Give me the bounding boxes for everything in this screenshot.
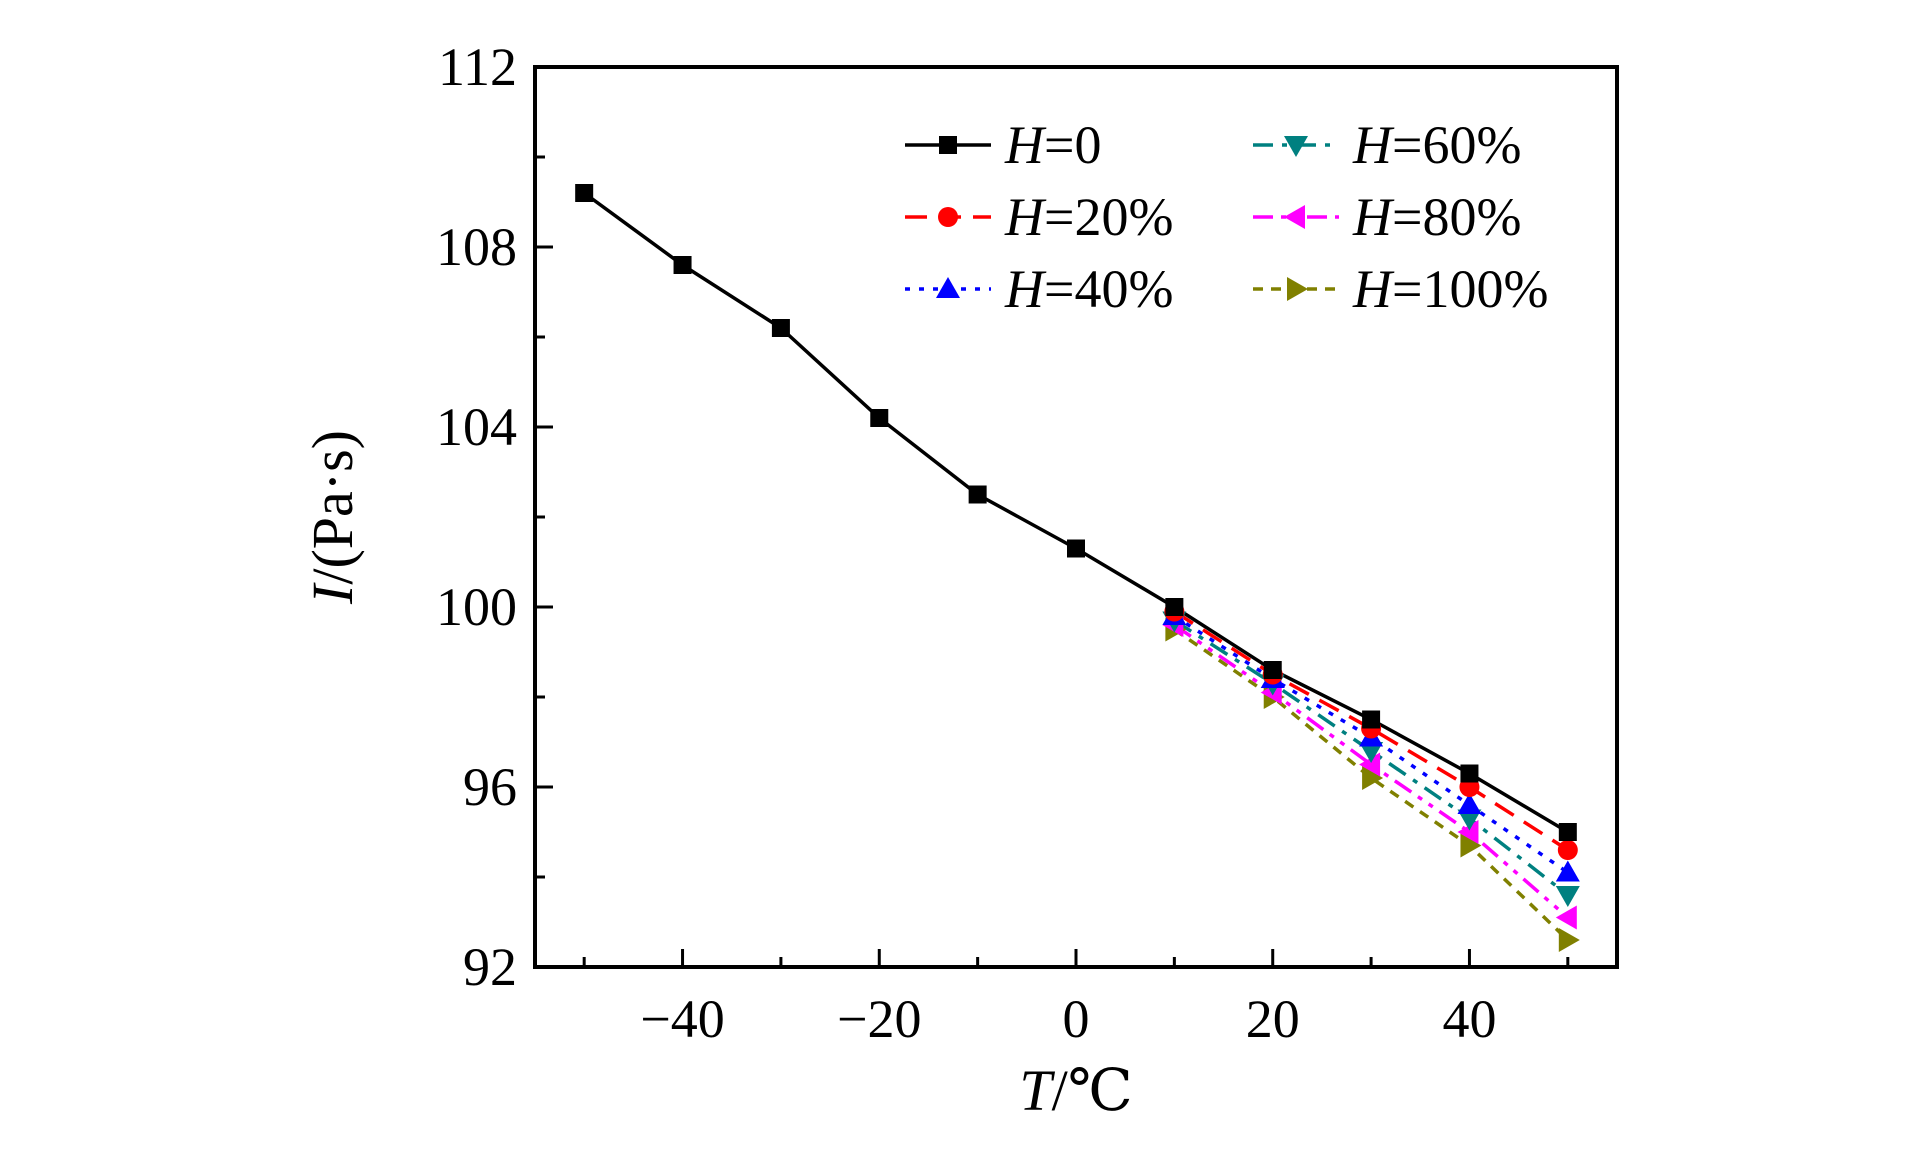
x-tick-label: 0 — [1063, 989, 1090, 1049]
data-point-series-0 — [575, 184, 594, 202]
legend-marker — [1284, 136, 1308, 157]
data-point-series-2 — [1457, 793, 1482, 814]
x-tick-label: −40 — [640, 989, 724, 1049]
data-point-series-0 — [1362, 710, 1381, 729]
data-point-series-5 — [1460, 833, 1482, 858]
y-tick-label: 104 — [436, 397, 517, 457]
legend-item: H=100% — [1253, 259, 1548, 319]
y-tick-label: 112 — [438, 37, 517, 97]
legend-label: H=20% — [1004, 187, 1173, 247]
legend-item: H=60% — [1253, 115, 1521, 175]
data-point-series-0 — [968, 485, 987, 504]
data-point-series-0 — [673, 256, 692, 274]
legend-label-value: =40% — [1044, 259, 1173, 319]
y-axis-title-unit: /(Pa·s) — [300, 430, 365, 585]
series-markers — [575, 184, 1580, 952]
y-tick-label: 108 — [436, 217, 517, 277]
legend-label-variable: H — [1352, 259, 1395, 319]
legend-label: H=100% — [1352, 259, 1548, 319]
data-point-series-4 — [1555, 905, 1577, 930]
y-axis-title-variable: I — [300, 582, 365, 605]
legend-marker — [939, 136, 957, 154]
legend-label: H=80% — [1352, 187, 1521, 247]
series-line-3 — [1173, 619, 1569, 897]
legend-label-value: =80% — [1392, 187, 1521, 247]
data-point-series-3 — [1359, 742, 1384, 763]
x-axis-title-unit: /℃ — [1052, 1058, 1133, 1123]
legend-label-value: =20% — [1044, 187, 1173, 247]
legend-label-value: =100% — [1392, 259, 1548, 319]
legend-item: H=80% — [1253, 187, 1521, 247]
legend-label-value: =0 — [1044, 115, 1101, 175]
legend-label-variable: H — [1004, 259, 1047, 319]
legend-item: H=20% — [905, 187, 1173, 247]
data-point-series-0 — [1558, 823, 1577, 841]
legend-label-variable: H — [1004, 187, 1047, 247]
legend-label-variable: H — [1352, 115, 1395, 175]
x-tick-label: −20 — [837, 989, 921, 1049]
x-axis-title-variable: T — [1019, 1058, 1055, 1123]
y-axis: 92 96 100 104 108 112 — [436, 37, 553, 997]
data-point-series-0 — [1067, 539, 1085, 558]
legend-label: H=0 — [1004, 115, 1101, 175]
data-point-series-5 — [1362, 766, 1384, 790]
plot-area: 92 96 100 104 108 112 −40 −20 0 20 40 — [436, 37, 1619, 1049]
legend-label-variable: H — [1352, 187, 1395, 247]
legend-label-variable: H — [1004, 115, 1047, 175]
legend-marker — [1284, 205, 1305, 229]
legend-label: H=60% — [1352, 115, 1521, 175]
x-tick-label: 40 — [1442, 989, 1496, 1049]
legend: H=0H=20%H=40%H=60%H=80%H=100% — [905, 115, 1548, 319]
legend-marker — [936, 277, 960, 298]
x-axis: −40 −20 0 20 40 — [582, 949, 1570, 1049]
x-axis-title: T/℃ — [1019, 1058, 1132, 1123]
data-point-series-3 — [1555, 886, 1580, 907]
data-point-series-5 — [1558, 928, 1580, 952]
series-line-5 — [1173, 628, 1570, 942]
series-line-1 — [1173, 610, 1569, 852]
legend-label: H=40% — [1004, 259, 1173, 319]
x-tick-label: 20 — [1246, 989, 1300, 1049]
legend-item: H=40% — [905, 259, 1173, 319]
data-point-series-3 — [1457, 809, 1482, 831]
data-point-series-0 — [1460, 764, 1479, 783]
data-point-series-0 — [870, 409, 889, 427]
data-point-series-0 — [1165, 598, 1184, 616]
data-point-series-2 — [1555, 860, 1580, 882]
y-tick-label: 92 — [463, 937, 517, 997]
data-point-series-4 — [1457, 820, 1479, 844]
legend-item: H=0 — [905, 115, 1101, 175]
data-point-series-0 — [1263, 661, 1282, 679]
y-axis-title: I/(Pa·s) — [300, 430, 365, 605]
data-point-series-0 — [771, 319, 790, 337]
y-tick-label: 96 — [463, 757, 517, 817]
data-point-series-1 — [1557, 840, 1578, 860]
data-point-series-4 — [1359, 752, 1381, 777]
legend-marker — [938, 207, 958, 227]
y-tick-label: 100 — [436, 577, 517, 637]
legend-label-value: =60% — [1392, 115, 1521, 175]
legend-marker — [1287, 277, 1308, 301]
